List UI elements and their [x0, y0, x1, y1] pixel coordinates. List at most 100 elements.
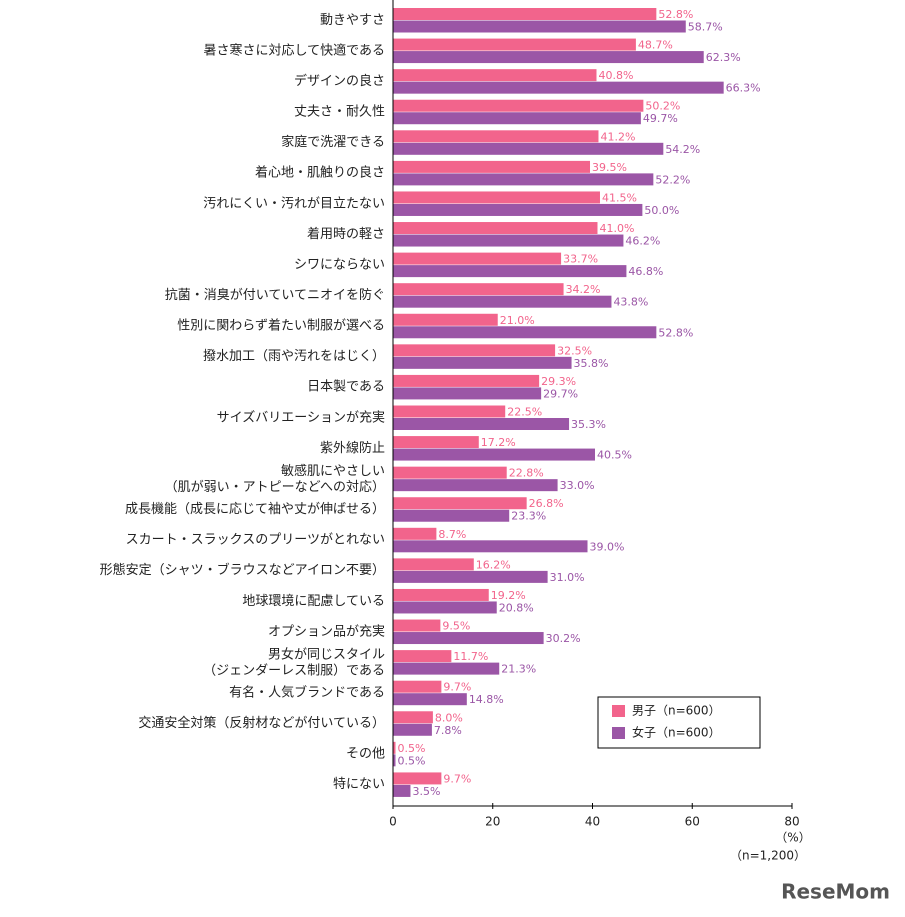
bar [393, 619, 441, 632]
value-label: 52.8% [658, 8, 693, 21]
x-tick-label: 20 [485, 815, 500, 829]
value-label: 48.7% [638, 39, 673, 52]
category-label: 暑さ寒さに対応して快適である [204, 42, 385, 58]
bar [393, 173, 654, 186]
category-label: 撥水加工（雨や汚れをはじく） [203, 349, 385, 364]
value-label: 8.7% [438, 528, 466, 541]
value-label: 16.2% [476, 558, 511, 571]
bar [393, 51, 704, 64]
bar [393, 754, 396, 767]
category-label: 着心地・肌触りの良さ [255, 165, 385, 181]
value-label: 19.2% [491, 589, 526, 602]
category-label: 汚れにくい・汚れが目立たない [203, 196, 385, 211]
bar [393, 374, 540, 387]
bar [393, 191, 600, 204]
value-label: 3.5% [412, 785, 440, 798]
bar [393, 203, 643, 216]
bar [393, 20, 686, 33]
value-label: 34.2% [566, 283, 601, 296]
category-label: 抗菌・消臭が付いていてニオイを防ぐ [165, 287, 385, 303]
x-tick-label: 60 [685, 815, 700, 829]
bar [393, 741, 396, 754]
category-label: デザインの良さ [294, 73, 385, 89]
category-label: 交通安全対策（反射材などが付いている） [138, 715, 385, 731]
value-label: 7.8% [434, 724, 462, 737]
value-label: 9.7% [443, 772, 471, 785]
value-label: 39.5% [592, 161, 627, 174]
bar [393, 313, 498, 326]
category-label: 丈夫さ・耐久性 [294, 105, 385, 120]
value-label: 26.8% [529, 497, 564, 510]
value-label: 43.8% [613, 296, 648, 309]
legend-swatch [612, 705, 625, 717]
category-label: 家庭で洗濯できる [281, 134, 385, 150]
value-label: 46.2% [625, 235, 660, 248]
value-label: 58.7% [688, 21, 723, 34]
category-label: 動きやすさ [320, 13, 385, 28]
bar [393, 252, 562, 265]
legend-label: 男子（n=600） [632, 704, 721, 718]
bar [393, 772, 442, 785]
value-label: 22.5% [507, 406, 542, 419]
bar [393, 356, 572, 369]
bar [393, 540, 588, 553]
value-label: 32.5% [557, 344, 592, 357]
legend-label: 女子（n=600） [632, 725, 721, 740]
category-label: 有名・人気ブランドである [229, 684, 385, 700]
value-label: 20.8% [499, 601, 534, 614]
bar [393, 418, 570, 430]
value-label: 17.2% [481, 436, 516, 449]
value-label: 8.0% [435, 711, 463, 724]
value-label: 54.2% [665, 143, 700, 156]
sample-note: （n=1,200） [730, 849, 806, 863]
category-label: 敏感肌にやさしい（肌が弱い・アトピーなどへの対応） [165, 462, 385, 494]
value-label: 33.0% [560, 479, 595, 492]
category-label: 特にない [333, 777, 385, 792]
value-label: 29.3% [541, 375, 576, 388]
category-label: シワにならない [294, 257, 385, 272]
bar [393, 387, 542, 400]
bar [393, 650, 452, 663]
bar [393, 509, 510, 522]
bar [393, 497, 527, 510]
bar [393, 344, 556, 357]
bar [393, 38, 636, 51]
category-label: 地球環境に配慮している [242, 594, 385, 609]
value-label: 62.3% [706, 51, 741, 64]
bar [393, 436, 479, 449]
value-label: 31.0% [550, 571, 585, 584]
bar [393, 99, 644, 112]
bar [393, 680, 442, 693]
value-label: 22.8% [509, 467, 544, 480]
value-label: 9.5% [442, 620, 470, 633]
watermark: ReseMom [781, 880, 890, 904]
value-label: 23.3% [511, 510, 546, 523]
category-label: 着用時の軽さ [307, 226, 385, 242]
bar [393, 693, 467, 706]
bar [393, 326, 657, 339]
value-label: 46.8% [628, 265, 663, 278]
category-label: 性別に関わらず着たい制服が選べる [177, 318, 385, 334]
bar [393, 466, 507, 479]
value-label: 41.5% [602, 191, 637, 204]
value-label: 50.0% [644, 204, 679, 217]
value-label: 49.7% [643, 112, 678, 125]
value-label: 9.7% [443, 681, 471, 694]
bar [393, 784, 411, 797]
category-label: サイズバリエーションが充実 [217, 409, 385, 425]
value-label: 0.5% [397, 754, 425, 767]
value-label: 50.2% [645, 100, 680, 113]
category-label: その他 [346, 747, 385, 762]
value-label: 66.3% [726, 82, 761, 95]
value-label: 0.5% [397, 742, 425, 755]
category-label: 成長機能（成長に応じて袖や丈が伸ばせる） [125, 502, 385, 517]
x-tick-label: 80 [784, 815, 799, 829]
value-label: 52.8% [658, 326, 693, 339]
value-label: 21.0% [500, 314, 535, 327]
bar [393, 142, 664, 155]
category-label: 形態安定（シャツ・ブラウスなどアイロン不要） [100, 562, 385, 578]
x-unit: （%） [775, 831, 810, 845]
value-label: 40.5% [597, 449, 632, 462]
category-label: オプション品が充実 [268, 623, 385, 639]
